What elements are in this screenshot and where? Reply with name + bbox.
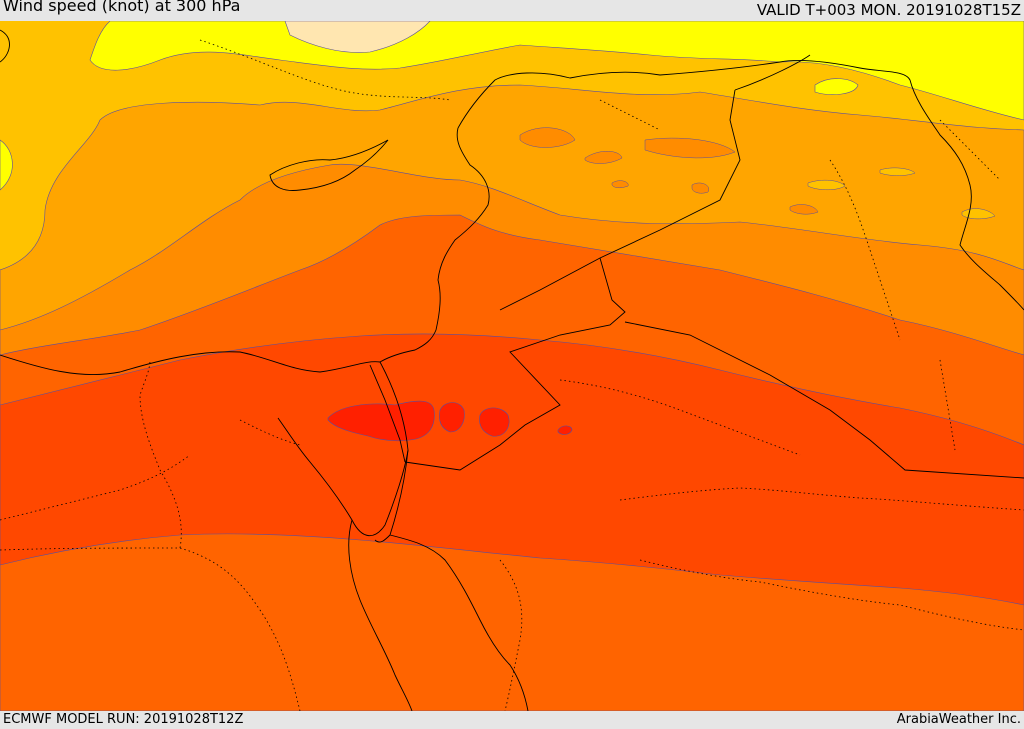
wind-patch-6 — [789, 204, 819, 215]
wind-patch-9 — [961, 208, 996, 220]
wind-patch-2 — [644, 137, 736, 159]
admin-boundaries — [0, 39, 1024, 711]
wind-speed-contour-map — [0, 21, 1024, 711]
wind-band-yellow-blob — [814, 78, 859, 95]
wind-max-4 — [557, 425, 573, 435]
wind-band-peach — [284, 21, 431, 53]
credit-label: ArabiaWeather Inc. — [896, 712, 1021, 727]
wind-max-3 — [479, 407, 510, 437]
wind-band-red-orange — [0, 333, 1024, 606]
wind-speed-map — [0, 21, 1024, 711]
wind-band-yellow-west — [0, 139, 13, 191]
wind-patch-7 — [807, 179, 846, 190]
wind-patch-1 — [519, 127, 576, 148]
wind-patch-8 — [879, 167, 916, 176]
map-header: Wind speed (knot) at 300 hPa VALID T+003… — [0, 0, 1024, 21]
wind-patch-5 — [691, 182, 710, 194]
wind-max-2 — [439, 402, 465, 433]
political-borders — [369, 54, 1024, 479]
map-footer: ECMWF MODEL RUN: 20191028T12Z ArabiaWeat… — [0, 711, 1024, 729]
valid-time-label: VALID T+003 MON. 20191028T15Z — [756, 1, 1021, 19]
wind-patch-4 — [611, 180, 629, 189]
wind-patch-3 — [584, 151, 623, 164]
coastlines — [0, 29, 1024, 711]
model-run-label: ECMWF MODEL RUN: 20191028T12Z — [3, 712, 244, 727]
wind-max-1 — [327, 400, 435, 442]
map-title: Wind speed (knot) at 300 hPa — [3, 0, 241, 15]
